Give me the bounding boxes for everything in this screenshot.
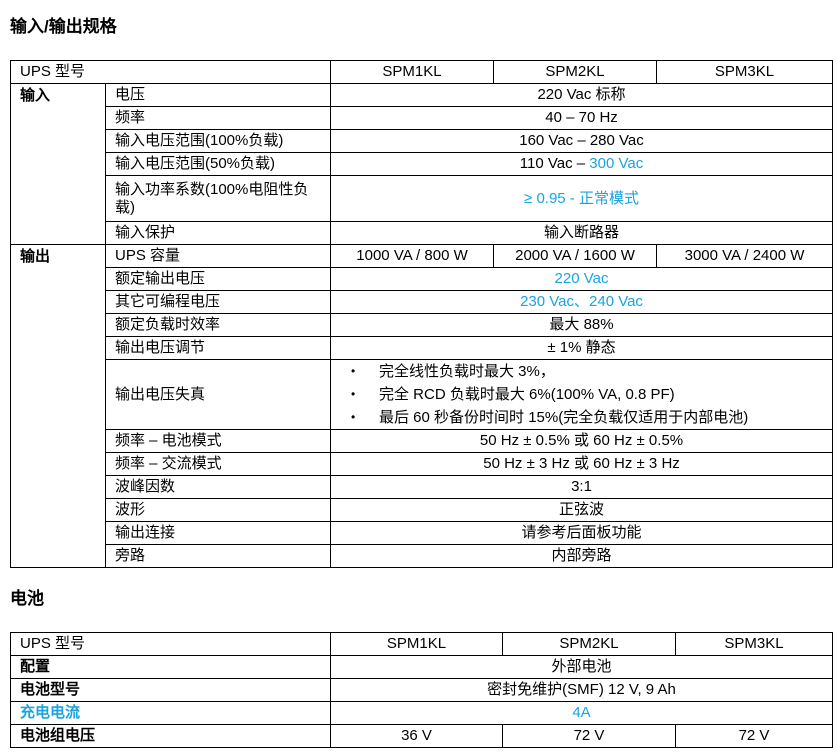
row-value: ≥ 0.95 - 正常模式 <box>330 175 834 222</box>
row-value: 正弦波 <box>330 498 834 522</box>
table-row: 输入电压范围(100%负载) 160 Vac – 280 Vac <box>11 129 834 153</box>
group-input: 输入 <box>10 83 106 245</box>
model-label: UPS 型号 <box>9 60 332 84</box>
row-label: 输出电压失真 <box>104 359 332 430</box>
table-header-row: UPS 型号 SPM1KL SPM2KL SPM3KL <box>10 632 833 656</box>
table-row: 输出电压失真 完全线性负载时最大 3%， 完全 RCD 负载时最大 6%(100… <box>11 359 834 430</box>
row-label: 电池组电压 <box>10 724 331 748</box>
model-3: SPM3KL <box>675 632 833 656</box>
table-row: 输出连接 请参考后面板功能 <box>11 521 834 545</box>
io-spec-table: UPS 型号 SPM1KL SPM2KL SPM3KL 输入 电压 220 Vac… <box>9 60 834 568</box>
table-row: 额定输出电压 220 Vac <box>11 267 834 291</box>
row-label: 频率 <box>104 106 332 130</box>
row-value: 外部电池 <box>330 655 833 679</box>
row-label: 充电电流 <box>10 701 331 725</box>
row-value: 50 Hz ± 0.5% 或 60 Hz ± 0.5% <box>330 429 834 453</box>
row-label: 波形 <box>104 498 332 522</box>
row-label: 输入保护 <box>104 221 332 245</box>
row-value: 230 Vac、240 Vac <box>330 290 834 314</box>
bullet-list: 完全线性负载时最大 3%， 完全 RCD 负载时最大 6%(100% VA, 0… <box>331 360 832 429</box>
row-value: 最大 88% <box>330 313 834 337</box>
list-item: 最后 60 秒备份时间时 15%(完全负载仅适用于内部电池) <box>351 406 832 429</box>
row-label: 配置 <box>10 655 331 679</box>
capacity-1: 1000 VA / 800 W <box>330 244 495 268</box>
row-value: 160 Vac – 280 Vac <box>330 129 834 153</box>
row-label: 频率 – 电池模式 <box>104 429 332 453</box>
table-row: 输出电压调节 ± 1% 静态 <box>11 336 834 360</box>
table-row: 充电电流 4A <box>10 701 833 725</box>
section-title-io: 输入/输出规格 <box>10 17 117 36</box>
table-header-row: UPS 型号 SPM1KL SPM2KL SPM3KL <box>9 60 834 84</box>
value-highlight: 300 Vac <box>589 155 644 172</box>
capacity-2: 2000 VA / 1600 W <box>493 244 658 268</box>
row-label: 额定输出电压 <box>104 267 332 291</box>
battery-spec-table: UPS 型号 SPM1KL SPM2KL SPM3KL 配置 外部电池 电池型号密… <box>10 632 833 748</box>
row-label: 输入电压范围(100%负载) <box>104 129 332 153</box>
row-label: 电压 <box>104 83 332 107</box>
row-value: 220 Vac 标称 <box>330 83 834 107</box>
table-row: 波峰因数 3:1 <box>11 475 834 499</box>
table-row: 旁路 内部旁路 <box>11 544 834 568</box>
row-label: 其它可编程电压 <box>104 290 332 314</box>
row-value: 50 Hz ± 3 Hz 或 60 Hz ± 3 Hz <box>330 452 834 476</box>
row-value: 4A <box>330 701 833 725</box>
pack-voltage-3: 72 V <box>675 724 833 748</box>
row-label: 电池型号 <box>10 678 331 702</box>
model-1: SPM1KL <box>330 60 495 84</box>
value-part: 110 Vac – <box>519 155 590 172</box>
row-label: UPS 容量 <box>104 244 332 268</box>
table-row: 其它可编程电压 230 Vac、240 Vac <box>11 290 834 314</box>
row-label: 额定负载时效率 <box>104 313 332 337</box>
pack-voltage-1: 36 V <box>330 724 503 748</box>
list-item: 完全 RCD 负载时最大 6%(100% VA, 0.8 PF) <box>351 383 832 406</box>
model-3: SPM3KL <box>656 60 834 84</box>
section-title-battery: 电池 <box>10 589 44 608</box>
table-row: 频率 – 电池模式 50 Hz ± 0.5% 或 60 Hz ± 0.5% <box>11 429 834 453</box>
row-label: 输入功率系数(100%电阻性负载) <box>104 175 332 222</box>
model-label: UPS 型号 <box>10 632 331 656</box>
row-value: 220 Vac <box>330 267 834 291</box>
table-row: 输入保护 输入断路器 <box>11 221 834 245</box>
table-row: 输出 UPS 容量 1000 VA / 800 W 2000 VA / 1600… <box>10 244 834 568</box>
model-2: SPM2KL <box>493 60 658 84</box>
list-item: 完全线性负载时最大 3%， <box>351 360 832 383</box>
row-value: 输入断路器 <box>330 221 834 245</box>
row-label: 频率 – 交流模式 <box>104 452 332 476</box>
table-row: 波形 正弦波 <box>11 498 834 522</box>
row-value: 内部旁路 <box>330 544 834 568</box>
table-row: 频率 40 – 70 Hz <box>11 106 834 130</box>
table-row: 额定负载时效率 最大 88% <box>11 313 834 337</box>
table-row: 输入功率系数(100%电阻性负载) ≥ 0.95 - 正常模式 <box>11 175 834 222</box>
table-row: 输入电压范围(50%负载) 110 Vac – 300 Vac <box>11 152 834 176</box>
row-label: 输出连接 <box>104 521 332 545</box>
model-2: SPM2KL <box>502 632 676 656</box>
row-value: 110 Vac – 300 Vac <box>330 152 834 176</box>
row-value: 完全线性负载时最大 3%， 完全 RCD 负载时最大 6%(100% VA, 0… <box>330 359 834 430</box>
capacity-3: 3000 VA / 2400 W <box>656 244 834 268</box>
table-row: 配置 外部电池 <box>10 655 833 679</box>
table-row: 频率 – 交流模式 50 Hz ± 3 Hz 或 60 Hz ± 3 Hz <box>11 452 834 476</box>
row-label: 旁路 <box>104 544 332 568</box>
group-output: 输出 <box>10 244 106 568</box>
row-value: 密封免维护(SMF) 12 V, 9 Ah <box>330 678 833 702</box>
pack-voltage-2: 72 V <box>502 724 676 748</box>
row-value: 请参考后面板功能 <box>330 521 834 545</box>
row-label: 波峰因数 <box>104 475 332 499</box>
table-row: 输入 电压 220 Vac 标称 <box>10 83 834 245</box>
row-label: 输入电压范围(50%负载) <box>104 152 332 176</box>
row-value: ± 1% 静态 <box>330 336 834 360</box>
model-1: SPM1KL <box>330 632 503 656</box>
row-value: 3:1 <box>330 475 834 499</box>
table-row: 电池组电压 36 V 72 V 72 V <box>10 724 833 748</box>
row-value: 40 – 70 Hz <box>330 106 834 130</box>
row-label: 输出电压调节 <box>104 336 332 360</box>
table-row: 电池型号 密封免维护(SMF) 12 V, 9 Ah <box>10 678 833 702</box>
